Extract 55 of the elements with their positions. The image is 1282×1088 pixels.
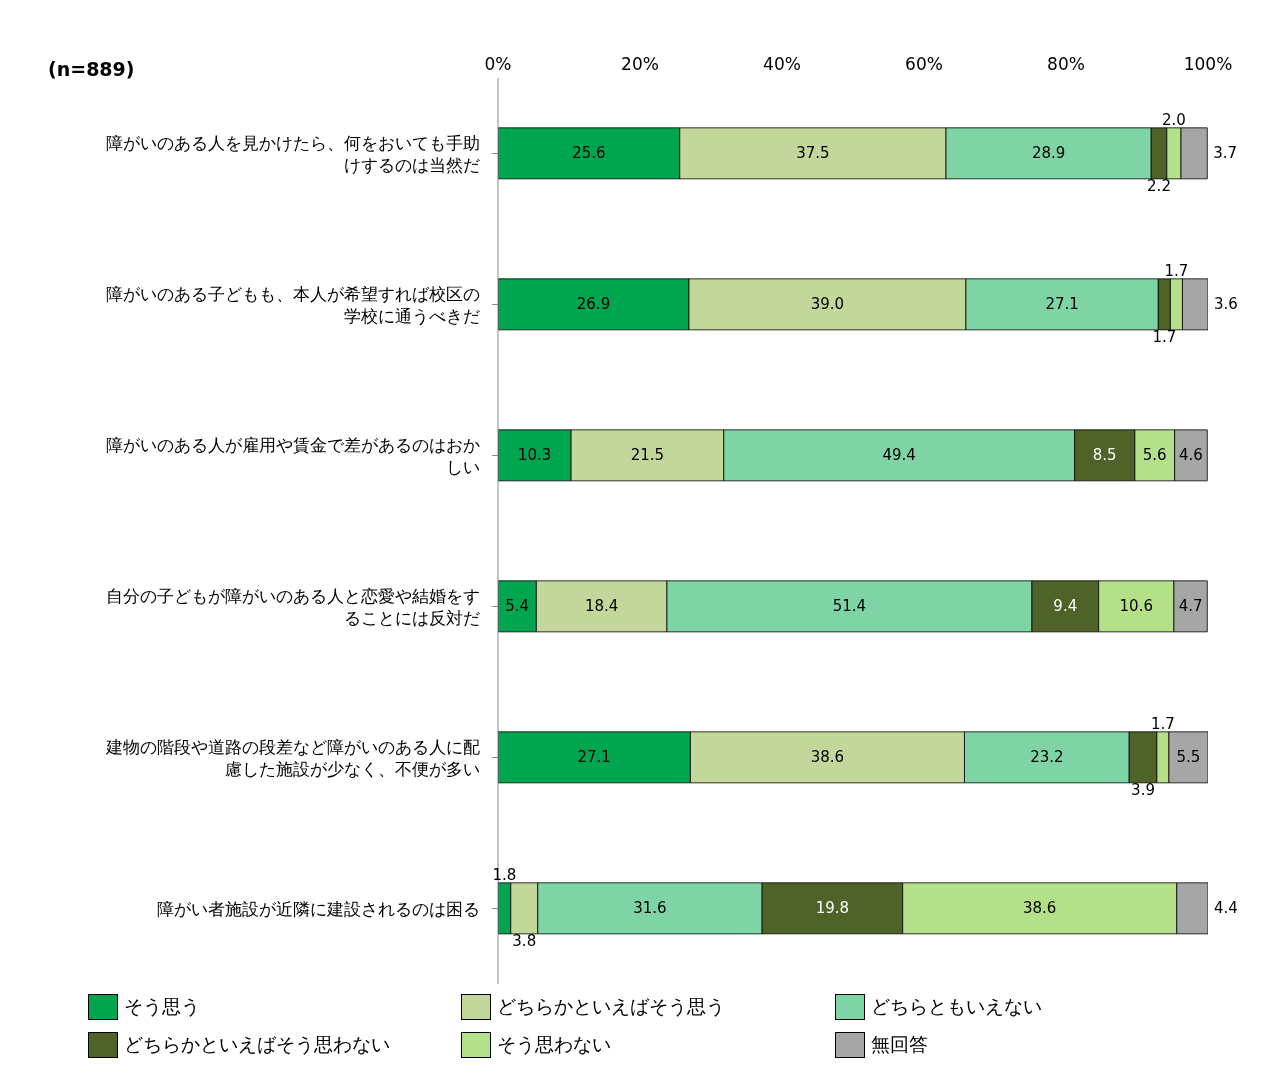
legend-label: 無回答 (869, 1032, 929, 1057)
data-label: 5.5 (1176, 748, 1201, 767)
legend-label: どちらともいえない (869, 994, 1043, 1019)
data-label: 28.9 (1031, 144, 1066, 163)
legend-label: そう思わない (496, 1032, 613, 1057)
data-label: 2.2 (1147, 176, 1171, 195)
data-label: 1.7 (1152, 327, 1177, 346)
data-label: 4.7 (1178, 597, 1203, 616)
data-label: 18.4 (584, 597, 619, 616)
data-label: 1.7 (1164, 261, 1189, 280)
data-label: 1.7 (1150, 714, 1175, 733)
data-label: 37.5 (796, 144, 830, 163)
data-label: 3.9 (1131, 780, 1155, 799)
data-label: 5.6 (1142, 446, 1167, 465)
data-label: 10.6 (1119, 597, 1153, 616)
y-tick-label: 自分の子どもが障がいのある人と恋愛や結婚をすることには反対だ (106, 585, 480, 628)
data-label: 10.3 (517, 446, 552, 465)
x-tick-label: 0% (484, 54, 512, 74)
data-label: 25.6 (572, 144, 606, 163)
data-label: 19.8 (815, 899, 850, 918)
legend-label: どちらかといえばそう思う (496, 994, 727, 1019)
x-tick-label: 80% (1047, 54, 1085, 74)
data-label: 9.4 (1053, 597, 1078, 616)
data-label: 38.6 (1023, 899, 1057, 918)
data-label: 3.8 (512, 931, 537, 950)
y-tick-label: 障がいのある人が雇用や賃金で差があるのはおかしい (106, 434, 480, 477)
data-label: 4.6 (1179, 446, 1203, 465)
data-label: 38.6 (810, 748, 845, 767)
y-tick-label: 障がいのある子どもも、本人が希望すれば校区の学校に通うべきだ (106, 283, 480, 326)
y-tick-label: 障がいのある人を見かけたら、何をおいても手助けするのは当然だ (106, 132, 480, 175)
data-label: 3.7 (1213, 144, 1238, 163)
x-tick-label: 60% (905, 54, 943, 74)
y-tick-label: 建物の階段や道路の段差など障がいのある人に配慮した施設が少なく、不便が多い (105, 736, 480, 779)
x-tick-label: 40% (763, 54, 801, 74)
data-label: 27.1 (1045, 295, 1079, 314)
data-label: 49.4 (882, 446, 916, 465)
data-label: 5.4 (505, 597, 530, 616)
data-label: 31.6 (633, 899, 667, 918)
data-label: 26.9 (576, 295, 611, 314)
data-label: 39.0 (810, 295, 845, 314)
data-label: 27.1 (577, 748, 611, 767)
data-label: 3.6 (1214, 295, 1238, 314)
data-label: 23.2 (1030, 748, 1064, 767)
data-label: 8.5 (1092, 446, 1117, 465)
y-tick-label: 障がい者施設が近隣に建設されるのは困る (157, 898, 480, 919)
data-label: 2.0 (1161, 110, 1186, 129)
text: (n=889) (48, 58, 135, 80)
legend-label: そう思う (123, 994, 201, 1019)
legend-label: どちらかといえばそう思わない (123, 1032, 391, 1057)
data-label: 21.5 (630, 446, 665, 465)
x-tick-label: 20% (621, 54, 659, 74)
data-label: 51.4 (832, 597, 867, 616)
x-tick-label: 100% (1183, 54, 1233, 74)
data-label: 4.4 (1214, 899, 1238, 918)
data-label: 1.8 (492, 865, 517, 884)
